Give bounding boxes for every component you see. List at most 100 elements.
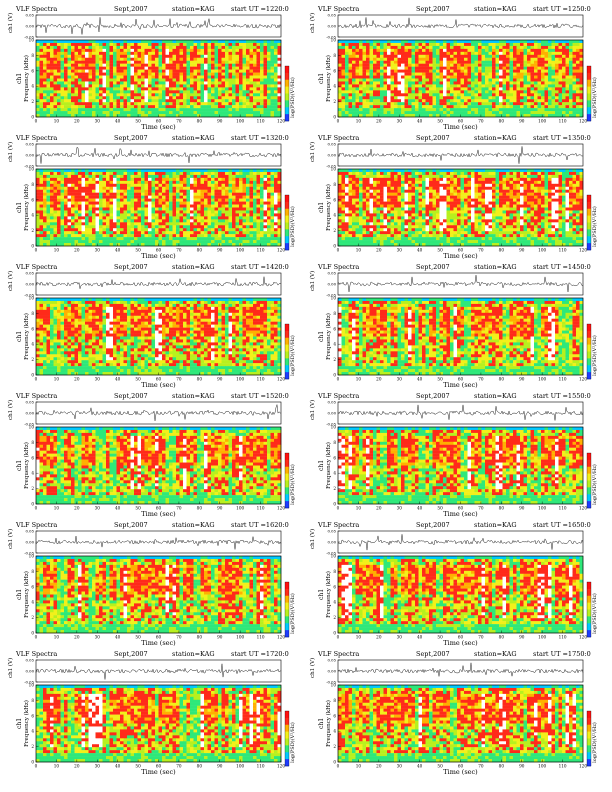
waveform-tick-label: 0.05	[26, 529, 35, 534]
colorbar	[587, 453, 591, 509]
waveform-axis-label: ch1 (V)	[7, 400, 14, 420]
panel-title: VLF Spectra	[318, 520, 359, 530]
y-tick-label: 2	[31, 99, 34, 104]
y-axis-label: Frequency (kHz)	[23, 184, 30, 231]
x-tick-label: 70	[176, 377, 182, 382]
waveform-trace	[35, 535, 282, 550]
y-tick-label: 10	[331, 425, 337, 430]
x-tick-label: 10	[356, 506, 362, 511]
channel-label: ch1	[16, 202, 23, 213]
colorbar-frame	[284, 323, 290, 380]
waveform-trace	[337, 662, 584, 677]
x-tick-label: 10	[356, 377, 362, 382]
colorbar-frame	[284, 452, 290, 509]
waveform-tick-label: 0.00	[26, 411, 35, 416]
x-tick-label: 100	[236, 506, 244, 511]
x-tick-label: 30	[397, 764, 403, 769]
x-tick-label: 110	[257, 506, 265, 511]
waveform-tick-label: -0.05	[326, 35, 336, 40]
waveform-tick-label: -0.05	[24, 422, 34, 427]
y-tick-label: 2	[333, 486, 336, 491]
x-tick-label: 0	[35, 764, 38, 769]
spectrogram-panel-3: VLF Spectra Sept,2007 station=KAG start UT …	[6, 133, 296, 261]
colorbar	[587, 195, 591, 251]
colorbar	[587, 66, 591, 122]
spectrogram-image	[338, 556, 584, 634]
colorbar-label: log(PSD)(V²/Hz)	[591, 722, 598, 763]
waveform-tick-label: 0.00	[328, 540, 337, 545]
x-tick-label: 100	[236, 764, 244, 769]
x-axis-label: Time (sec)	[141, 768, 176, 776]
x-tick-label: 10	[356, 635, 362, 640]
panel-date: Sept,2007	[114, 133, 148, 143]
panel-start-time: start UT =1320:0	[231, 133, 289, 143]
colorbar-frame	[586, 710, 592, 767]
channel-label: ch1	[16, 331, 23, 342]
waveform-tick-label: 0.05	[328, 271, 337, 276]
colorbar-frame	[586, 581, 592, 638]
y-tick-label: 4	[333, 213, 336, 218]
panel-title-row: VLF Spectra Sept,2007 station=KAG start UT …	[16, 4, 296, 14]
x-axis-label: Time (sec)	[443, 123, 478, 131]
waveform-tick-label: -0.05	[326, 293, 336, 298]
panel-title-row: VLF Spectra Sept,2007 station=KAG start UT …	[16, 391, 296, 401]
x-tick-label: 80	[197, 248, 203, 253]
panel-title: VLF Spectra	[318, 4, 359, 14]
x-tick-label: 30	[397, 506, 403, 511]
x-tick-label: 110	[559, 119, 567, 124]
x-tick-label: 30	[95, 248, 101, 253]
waveform-tick-label: 0.05	[328, 529, 337, 534]
x-tick-label: 120	[277, 377, 285, 382]
y-tick-label: 4	[333, 600, 336, 605]
x-tick-label: 90	[519, 506, 525, 511]
waveform-tick-label: 0.00	[26, 282, 35, 287]
colorbar	[587, 582, 591, 638]
y-axis-label: Frequency (kHz)	[23, 313, 30, 360]
x-tick-label: 30	[397, 248, 403, 253]
x-tick-label: 100	[538, 635, 546, 640]
panel-station: station=KAG	[474, 520, 517, 530]
waveform-tick-label: -0.05	[24, 551, 34, 556]
panel-date: Sept,2007	[114, 520, 148, 530]
waveform-tick-label: -0.05	[24, 680, 34, 685]
y-tick-label: 10	[331, 38, 337, 43]
waveform-frame	[337, 272, 584, 296]
panel-plot: ch1 (V) 0.050.00-0.050 10 20 30 40 50 60 70 80 90 1…	[309, 142, 598, 261]
colorbar-label: log(PSD)(V²/Hz)	[289, 464, 296, 505]
y-tick-label: 4	[333, 84, 336, 89]
channel-label: ch1	[318, 589, 325, 600]
x-tick-label: 120	[277, 635, 285, 640]
panel-date: Sept,2007	[114, 262, 148, 272]
panel-date: Sept,2007	[416, 649, 450, 659]
x-tick-label: 70	[478, 248, 484, 253]
panel-plot: ch1 (V) 0.050.00-0.050 10 20 30 40 50 60 70 80 90 1…	[7, 529, 296, 648]
y-tick-label: 10	[29, 167, 35, 172]
colorbar-label: log(PSD)(V²/Hz)	[289, 722, 296, 763]
x-tick-label: 0	[337, 377, 340, 382]
y-axis-label: Frequency (kHz)	[325, 55, 332, 102]
waveform-tick-label: 0.05	[26, 658, 35, 663]
panel-plot: ch1 (V) 0.050.00-0.050 10 20 30 40 50 60 70 80 90 1…	[309, 13, 598, 132]
waveform-tick-label: -0.05	[24, 35, 34, 40]
x-tick-label: 20	[74, 119, 80, 124]
x-tick-label: 50	[135, 119, 141, 124]
x-tick-label: 10	[54, 764, 60, 769]
y-tick-label: 0	[31, 502, 34, 507]
waveform-axis-label: ch1 (V)	[7, 142, 14, 162]
x-tick-label: 10	[54, 248, 60, 253]
waveform-tick-label: 0.05	[328, 142, 337, 147]
y-tick-label: 4	[333, 471, 336, 476]
x-tick-label: 40	[115, 119, 121, 124]
x-tick-label: 120	[579, 248, 587, 253]
x-tick-label: 60	[458, 764, 464, 769]
panel-station: station=KAG	[172, 649, 215, 659]
y-tick-label: 10	[331, 296, 337, 301]
y-tick-label: 0	[333, 373, 336, 378]
y-tick-label: 8	[31, 569, 34, 574]
waveform-axis-label: ch1 (V)	[309, 529, 316, 549]
x-tick-label: 30	[95, 119, 101, 124]
x-tick-label: 60	[458, 377, 464, 382]
colorbar	[587, 324, 591, 380]
x-tick-label: 80	[499, 248, 505, 253]
y-tick-label: 0	[31, 115, 34, 120]
